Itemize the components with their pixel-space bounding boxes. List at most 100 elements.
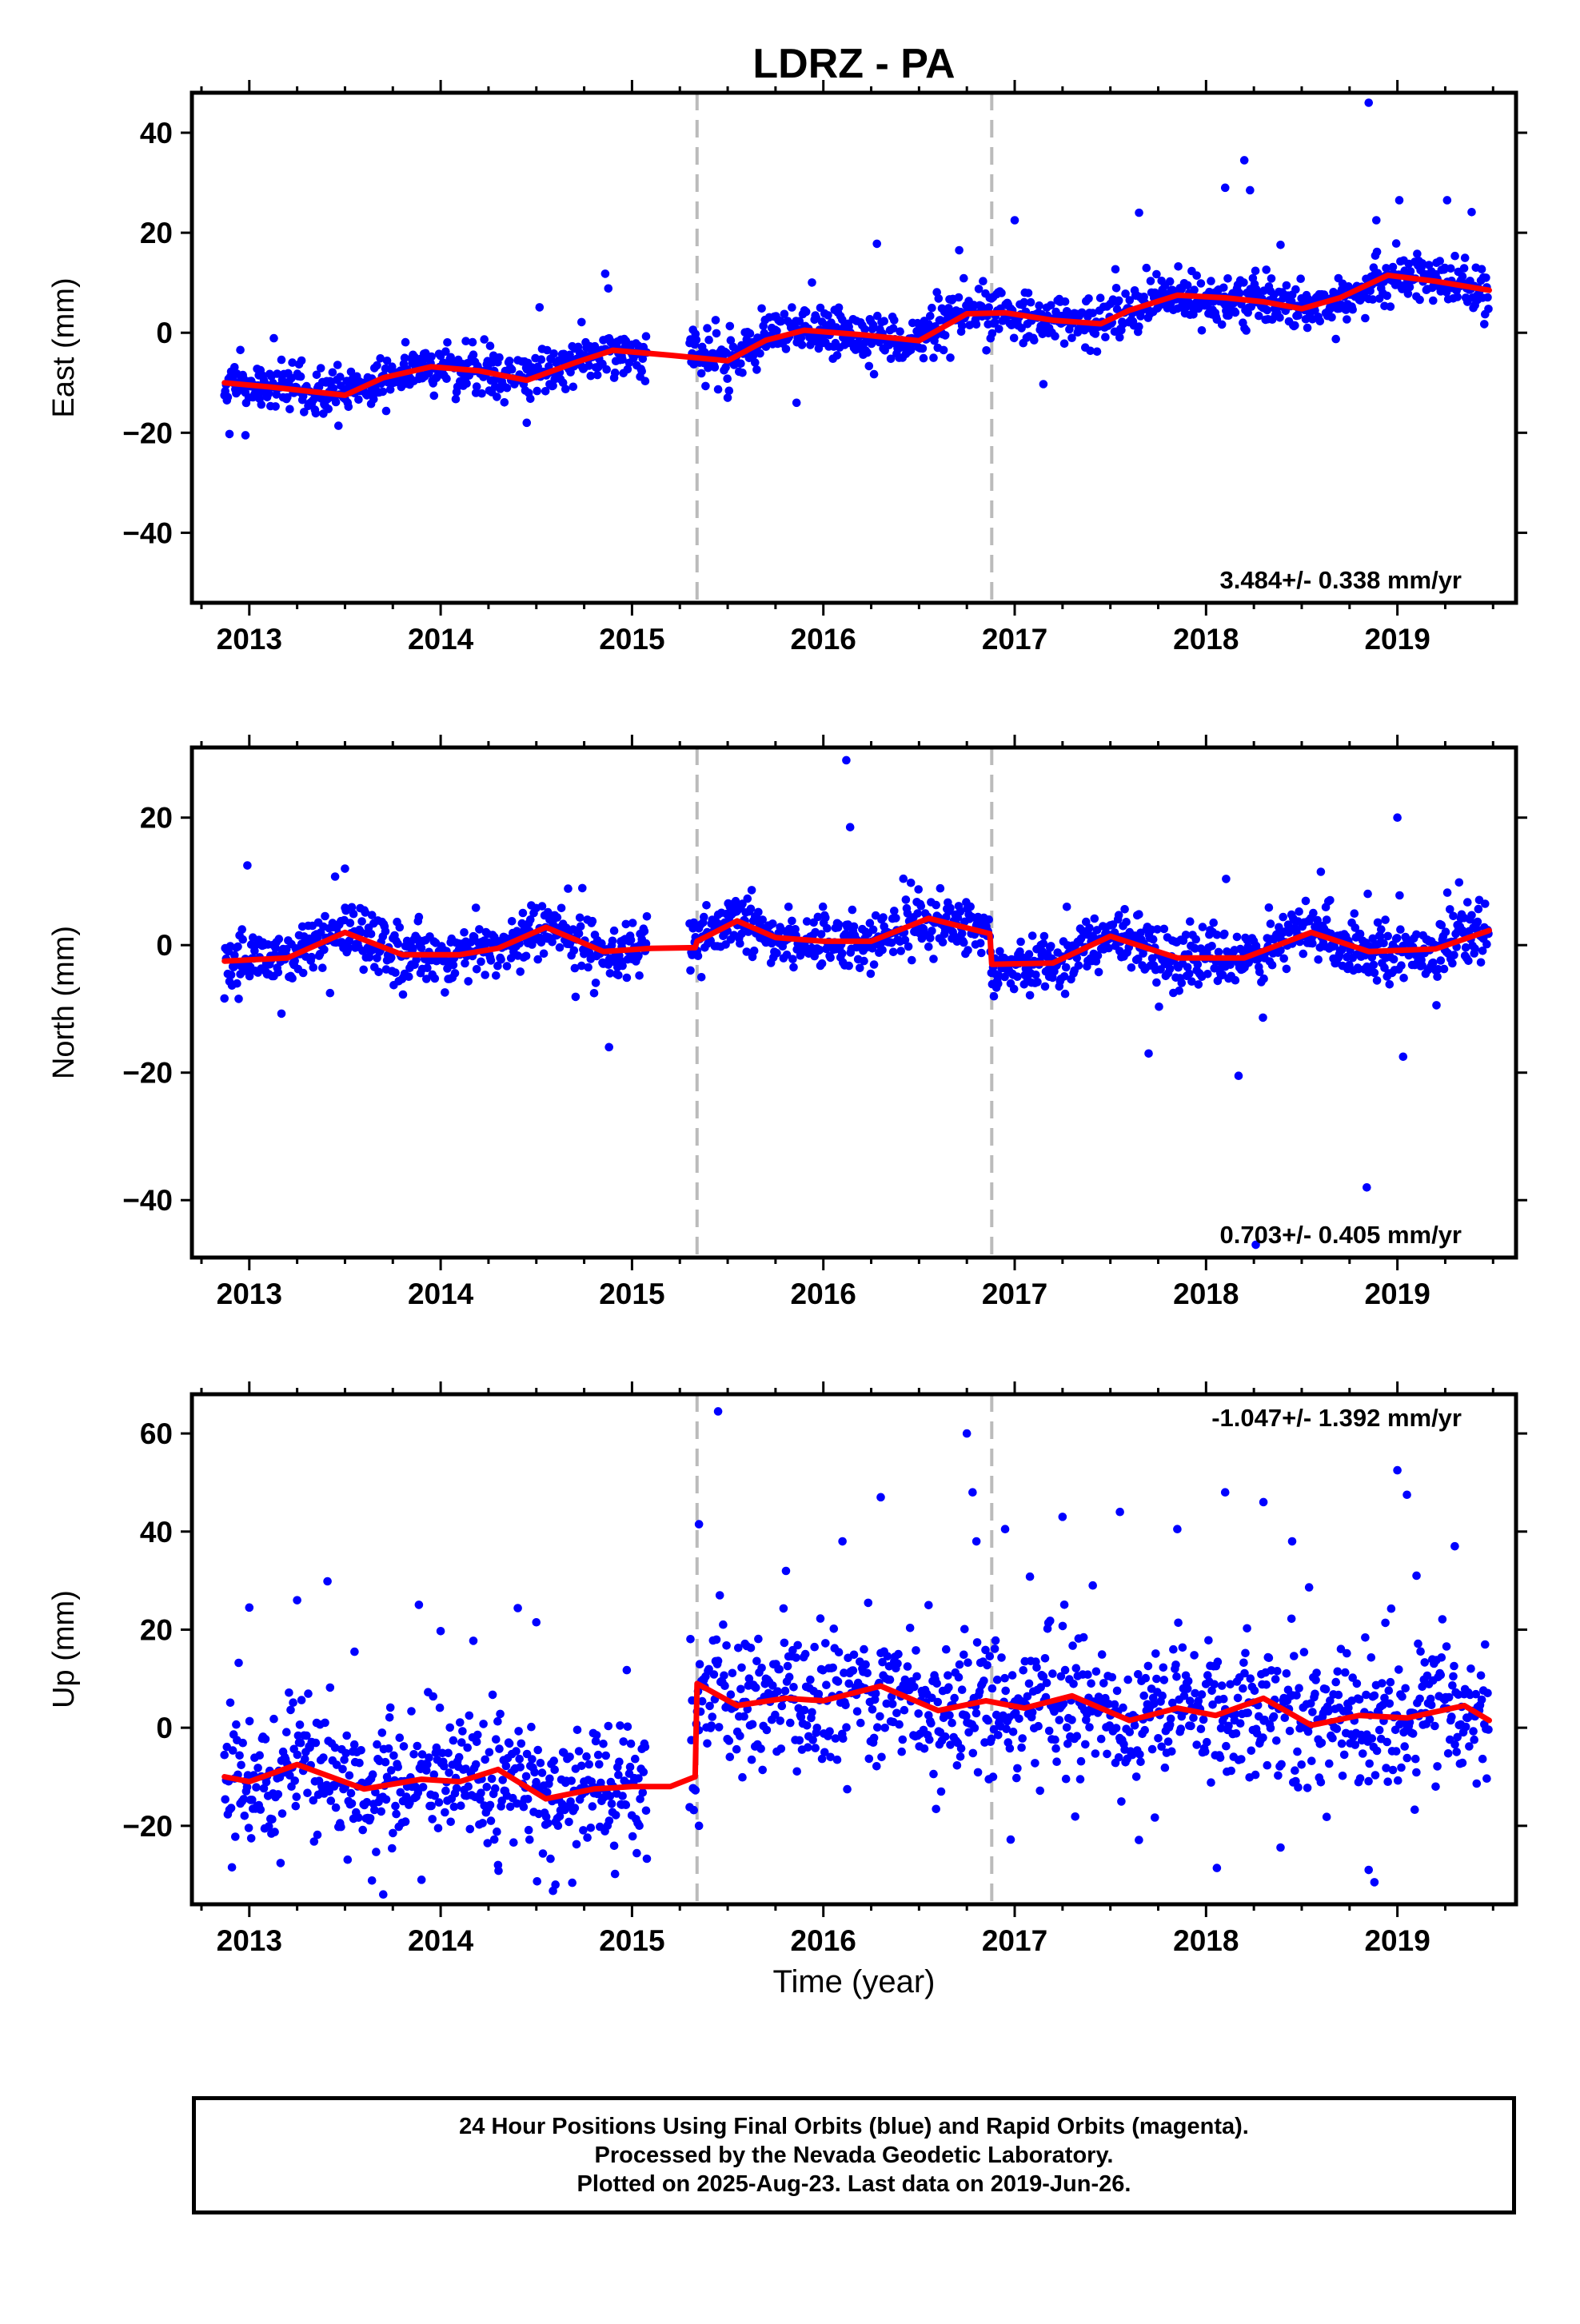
data-point-up-380 (538, 1849, 548, 1858)
data-point-up-1441 (1470, 1735, 1478, 1744)
data-point-north-699 (848, 905, 857, 915)
data-point-up-109 (311, 1738, 321, 1748)
data-point-up-629 (789, 1683, 798, 1692)
data-point-up-810 (940, 1732, 950, 1741)
data-point-north-104 (307, 952, 317, 962)
outlier-point-east-4 (955, 245, 964, 255)
data-point-east-1438 (1467, 208, 1476, 217)
data-point-up-198 (385, 1703, 395, 1712)
data-point-north-1089 (1175, 987, 1183, 995)
data-point-up-1348 (1391, 1747, 1401, 1756)
data-point-up-141 (338, 1764, 347, 1774)
data-point-north-501 (640, 927, 649, 936)
data-point-east-1193 (1262, 265, 1271, 274)
data-point-north-300 (471, 903, 481, 912)
data-point-east-95 (300, 408, 309, 417)
data-point-up-204 (391, 1801, 400, 1811)
data-point-up-1299 (1351, 1740, 1360, 1749)
y-tick-label-up-3: 0 (156, 1712, 173, 1744)
data-point-up-977 (1081, 1740, 1090, 1749)
data-point-east-129 (328, 368, 337, 377)
data-point-east-289 (462, 379, 471, 389)
data-point-north-273 (449, 960, 458, 970)
data-point-up-111 (313, 1830, 322, 1840)
data-point-up-1323 (1371, 1771, 1380, 1780)
data-point-up-1311 (1361, 1633, 1370, 1642)
data-point-north-287 (461, 959, 469, 968)
data-point-up-1332 (1379, 1700, 1387, 1710)
data-point-up-306 (477, 1788, 485, 1797)
data-point-up-587 (754, 1634, 763, 1644)
data-point-up-1210 (1276, 1843, 1285, 1852)
data-point-north-1321 (1369, 960, 1379, 970)
data-point-east-874 (995, 325, 1003, 333)
data-point-north-837 (964, 946, 972, 955)
data-point-up-528 (704, 1664, 713, 1674)
outlier-point-up-28 (493, 1860, 503, 1870)
data-point-north-439 (588, 916, 597, 926)
data-point-up-226 (409, 1750, 418, 1759)
data-point-up-362 (523, 1795, 533, 1804)
data-point-up-943 (1052, 1757, 1061, 1766)
data-point-up-251 (430, 1792, 440, 1800)
data-point-east-1142 (1219, 283, 1228, 293)
data-point-east-769 (906, 345, 916, 355)
x-tick-label-east-1: 2014 (408, 623, 474, 656)
data-point-up-1052 (1143, 1661, 1153, 1671)
data-point-east-729 (873, 311, 882, 321)
data-point-north-1158 (1232, 932, 1242, 942)
data-point-up-624 (784, 1672, 794, 1681)
data-point-up-590 (756, 1744, 765, 1753)
data-point-north-1062 (1152, 978, 1161, 987)
data-point-up-372 (532, 1777, 541, 1787)
data-point-up-78 (285, 1771, 294, 1780)
data-point-up-651 (808, 1708, 816, 1717)
data-point-north-1217 (1282, 964, 1291, 974)
data-point-north-506 (686, 966, 695, 975)
data-point-east-826 (954, 293, 964, 302)
data-point-north-443 (591, 979, 600, 987)
data-point-up-1401 (1436, 1670, 1446, 1680)
data-point-east-909 (1023, 289, 1033, 297)
data-point-north-1041 (1135, 910, 1143, 919)
data-point-up-1170 (1243, 1624, 1251, 1633)
data-point-east-91 (296, 372, 305, 381)
data-point-up-980 (1083, 1670, 1092, 1679)
data-point-north-410 (564, 884, 573, 893)
data-point-up-146 (342, 1731, 352, 1740)
data-point-up-953 (1060, 1665, 1070, 1675)
data-point-north-1416 (1449, 911, 1458, 921)
data-point-up-845 (970, 1724, 980, 1732)
data-point-north-663 (817, 959, 827, 968)
data-point-north-873 (994, 979, 1003, 988)
data-point-up-634 (793, 1640, 802, 1650)
data-point-east-1228 (1291, 285, 1300, 294)
data-point-east-589 (756, 349, 764, 358)
data-point-east-810 (940, 331, 950, 340)
data-point-up-506 (686, 1635, 695, 1644)
data-point-up-1431 (1461, 1722, 1470, 1732)
data-point-east-63 (273, 369, 282, 378)
data-point-up-633 (792, 1767, 801, 1776)
data-point-up-1134 (1212, 1864, 1222, 1872)
data-point-east-1110 (1192, 271, 1201, 281)
data-point-up-728 (872, 1762, 881, 1771)
data-point-up-741 (883, 1652, 892, 1661)
data-point-up-800 (932, 1679, 941, 1688)
data-point-up-610 (773, 1687, 782, 1696)
data-point-up-260 (437, 1748, 447, 1758)
data-point-up-96 (301, 1755, 309, 1764)
data-point-east-1311 (1361, 313, 1370, 323)
outlier-point-east-2 (723, 393, 732, 402)
data-point-up-458 (604, 1721, 613, 1731)
data-point-up-1150 (1226, 1680, 1235, 1689)
data-point-north-792 (926, 934, 935, 943)
data-point-north-470 (614, 971, 623, 980)
data-point-up-1139 (1216, 1724, 1226, 1733)
data-point-up-1088 (1174, 1618, 1183, 1628)
data-point-up-366 (527, 1722, 536, 1732)
data-point-north-757 (896, 947, 905, 955)
data-point-up-908 (1023, 1692, 1032, 1701)
outlier-point-north-7 (1363, 1182, 1371, 1192)
data-point-north-1109 (1191, 935, 1200, 944)
